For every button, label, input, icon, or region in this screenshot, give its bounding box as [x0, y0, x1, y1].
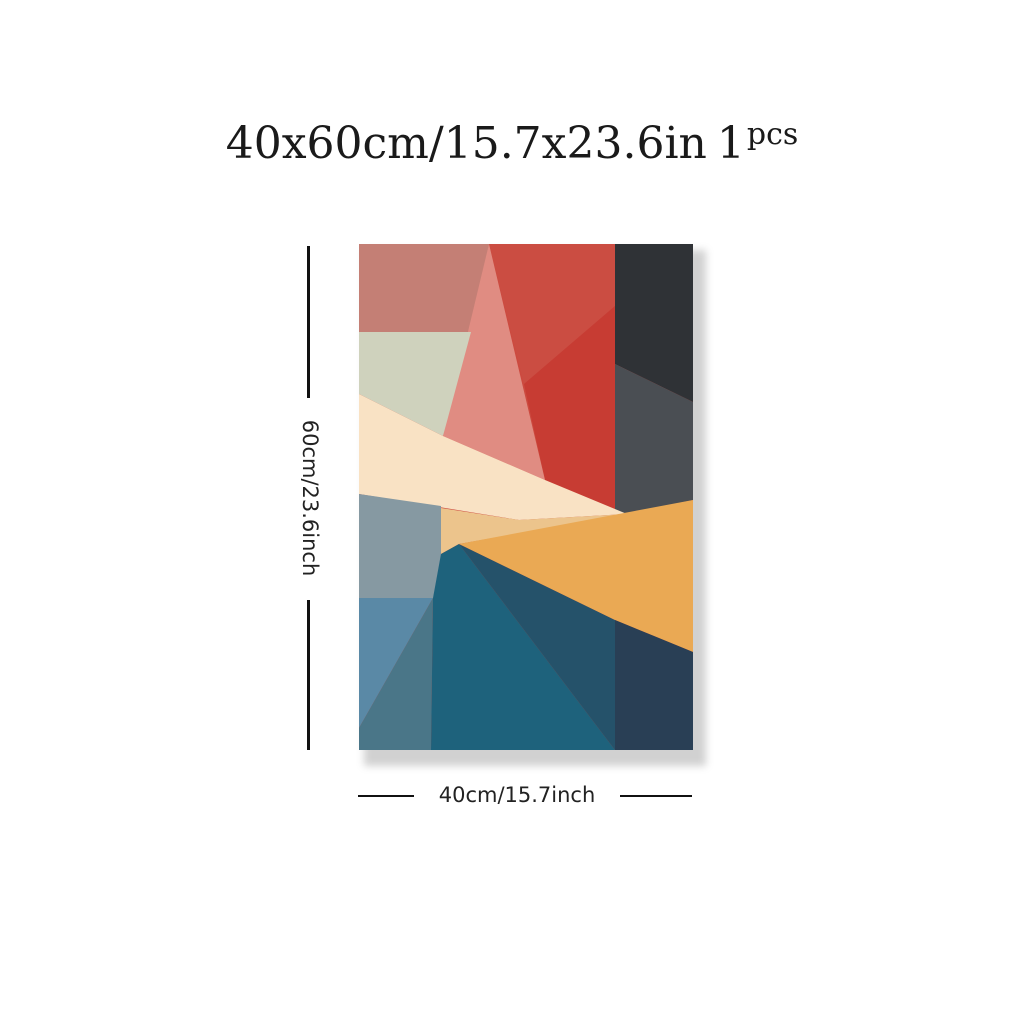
width-dimension-line-right: [620, 795, 692, 797]
deep-red-block: [524, 306, 615, 512]
slate-gray-block: [615, 364, 693, 514]
charcoal-block: [615, 244, 693, 402]
width-dimension-line-left: [358, 795, 414, 797]
teal-block: [431, 544, 615, 750]
salmon-triangle: [443, 244, 545, 480]
width-dimension-label: 40cm/15.7inch: [438, 783, 596, 807]
quantity-number: 1: [716, 118, 745, 169]
height-dimension-line-bottom: [307, 600, 310, 750]
sage-block: [359, 332, 471, 436]
dusty-rose-block: [359, 244, 489, 332]
pale-orange-block: [441, 508, 627, 554]
canvas-print: [359, 244, 693, 750]
navy-block: [615, 620, 693, 750]
red-block: [489, 244, 615, 384]
cream-wedge: [359, 394, 627, 520]
muted-teal-block: [359, 598, 433, 750]
quantity-unit: pcs: [746, 117, 799, 152]
dark-teal-block: [459, 544, 615, 750]
height-label-text: 60cm/23.6inch: [298, 419, 322, 577]
blue-gray-block: [359, 494, 441, 598]
abstract-geometric-artwork: [359, 244, 693, 750]
product-size-title: 40x60cm/15.7x23.6in 1pcs: [0, 117, 1024, 169]
size-text: 40x60cm/15.7x23.6in: [225, 118, 707, 169]
orange-wedge: [459, 500, 693, 652]
height-dimension-line-top: [307, 246, 310, 398]
